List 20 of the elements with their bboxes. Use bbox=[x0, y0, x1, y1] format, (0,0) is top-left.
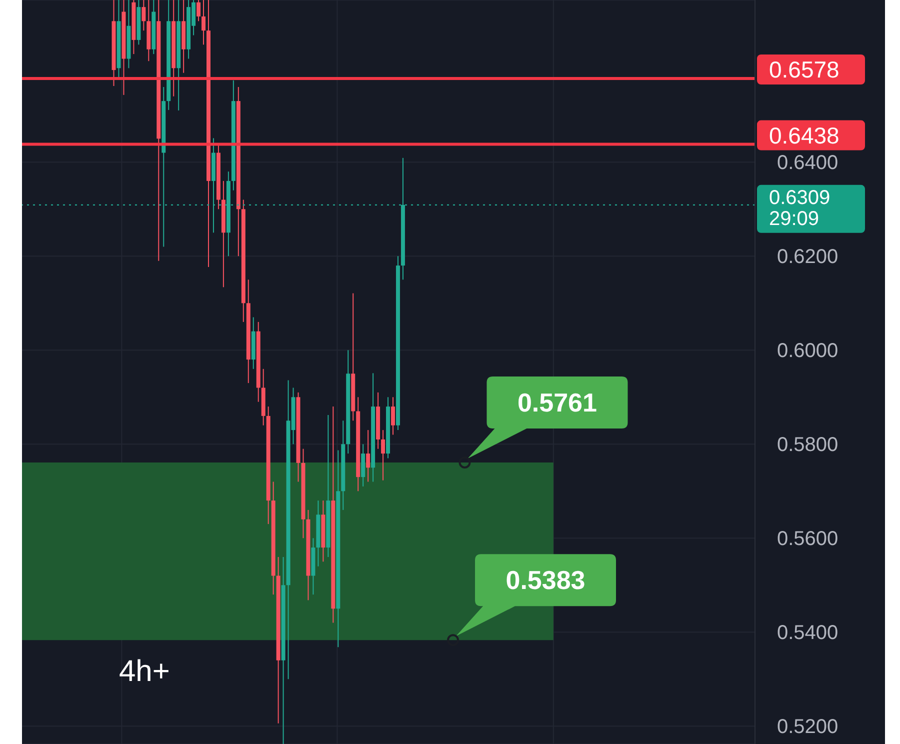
y-tick-label: 0.5200 bbox=[777, 716, 838, 738]
annotation: 4h+ bbox=[119, 654, 170, 690]
candlestick bbox=[366, 430, 370, 482]
y-tick-label: 0.6400 bbox=[777, 152, 838, 174]
y-tick-label: 0.5600 bbox=[777, 528, 838, 550]
candlestick bbox=[202, 0, 206, 46]
annotation: 0.5761 bbox=[517, 387, 597, 418]
ref-line-label: 0.6438 bbox=[769, 122, 840, 148]
ref-line-label: 0.6309 29:09 bbox=[769, 186, 830, 230]
ref-line-label: 0.6578 bbox=[769, 56, 840, 82]
candlestick bbox=[381, 430, 386, 481]
candlestick bbox=[196, 0, 201, 22]
y-tick-label: 0.6200 bbox=[777, 246, 838, 268]
y-tick-label: 0.5800 bbox=[777, 434, 838, 456]
candlestick bbox=[390, 396, 395, 436]
candlestick bbox=[361, 444, 366, 487]
annotation: 0.5383 bbox=[506, 565, 586, 596]
y-tick-label: 0.6000 bbox=[777, 340, 838, 362]
candlestick bbox=[142, 0, 146, 32]
y-tick-label: 0.5400 bbox=[777, 622, 838, 644]
